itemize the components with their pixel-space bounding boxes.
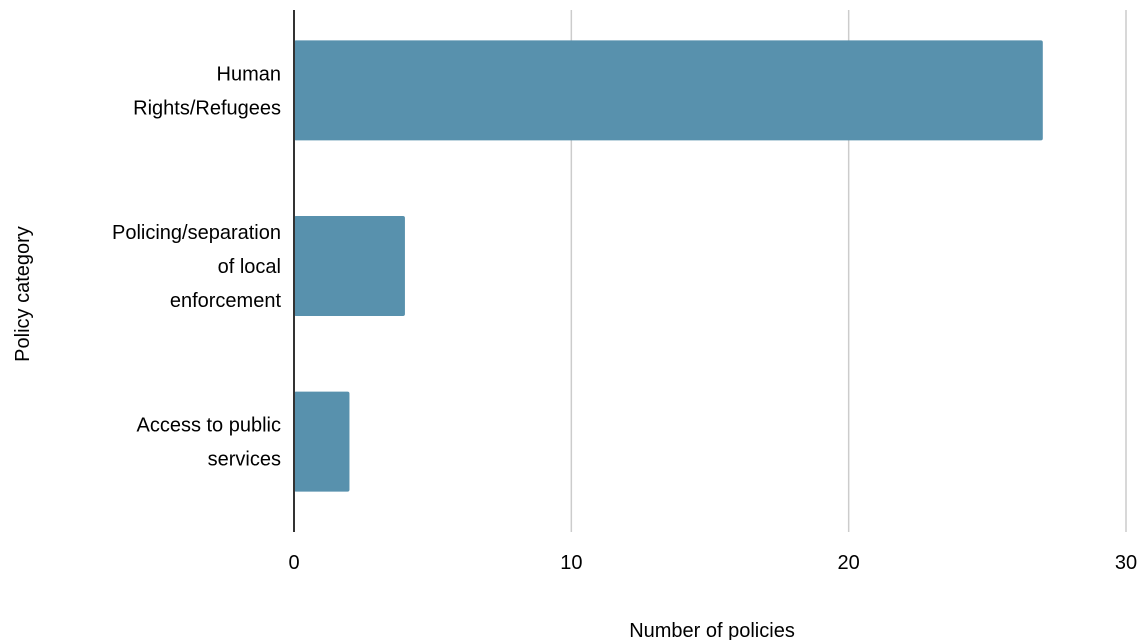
category-label: Access to public services bbox=[136, 415, 281, 471]
x-tick-label: 0 bbox=[288, 552, 299, 574]
bar bbox=[294, 391, 350, 492]
category-label: Human Rights/Refugees bbox=[133, 63, 281, 119]
x-tick-label: 20 bbox=[838, 552, 860, 574]
y-axis-title: Policy category bbox=[12, 226, 34, 362]
bar bbox=[294, 40, 1043, 141]
x-tick-label: 10 bbox=[560, 552, 582, 574]
bars bbox=[294, 40, 1043, 492]
category-label: Policing/separation of local enforcement bbox=[112, 222, 281, 312]
x-axis-title: Number of policies bbox=[629, 620, 795, 640]
category-labels: Human Rights/Refugees Policing/separation o… bbox=[112, 63, 281, 470]
x-tick-labels: 0 10 20 30 bbox=[288, 552, 1137, 574]
x-tick-label: 30 bbox=[1115, 552, 1137, 574]
bar bbox=[294, 216, 405, 316]
